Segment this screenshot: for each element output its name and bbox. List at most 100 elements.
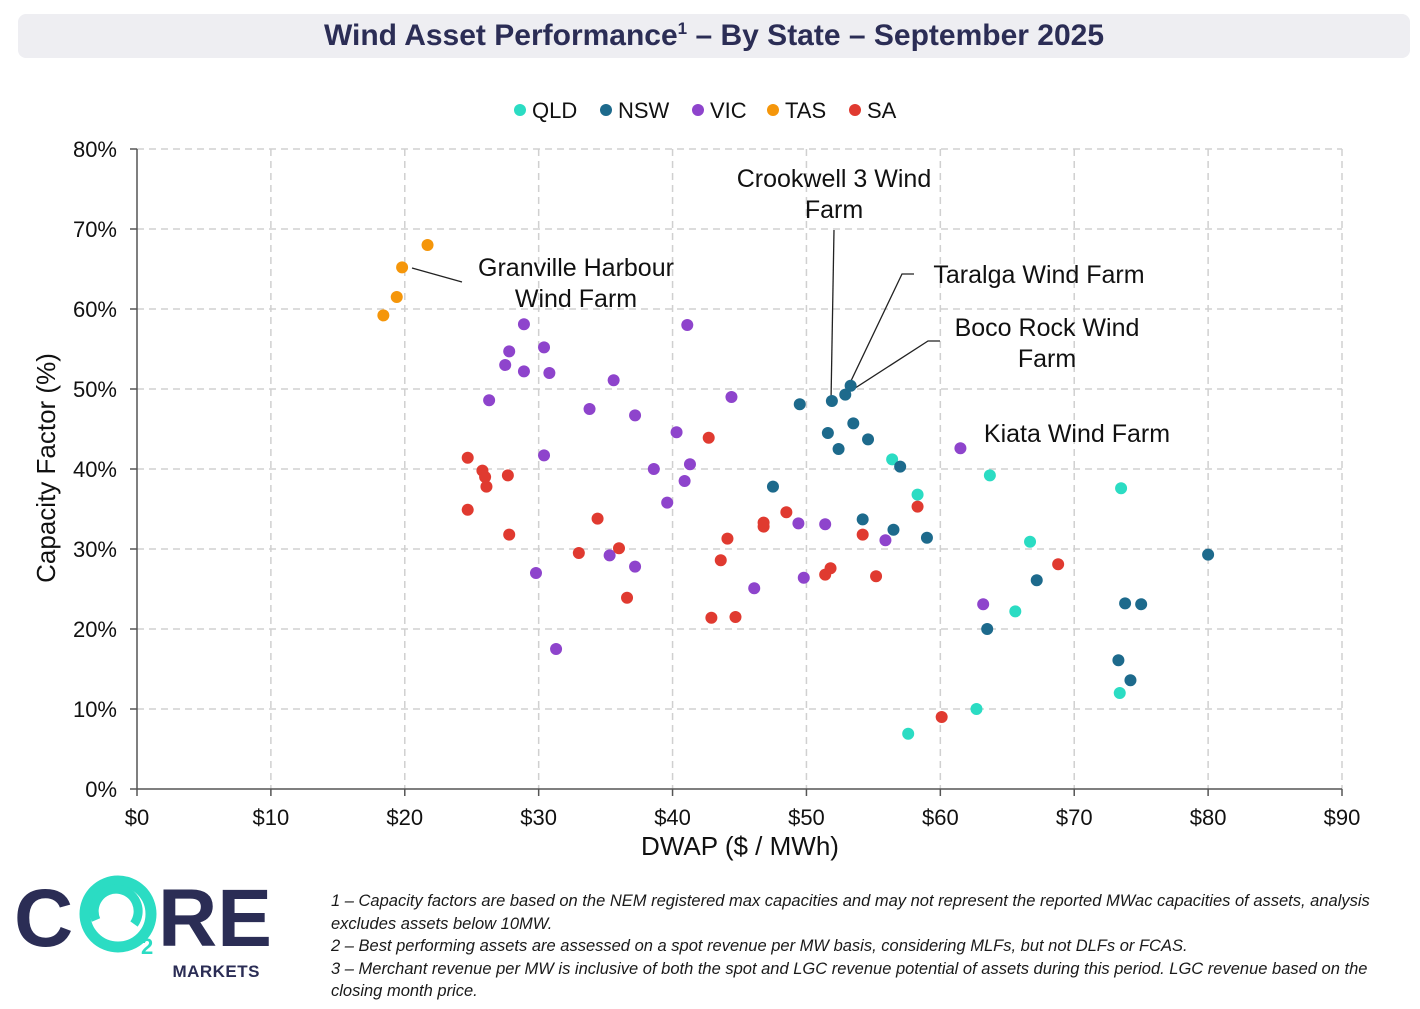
data-point-sa: [572, 547, 585, 559]
x-tick-label: $60: [922, 805, 959, 830]
legend-marker: [600, 104, 612, 116]
x-tick-label: $70: [1056, 805, 1093, 830]
x-tick-label: $80: [1190, 805, 1227, 830]
x-tick-label: $20: [386, 805, 423, 830]
core-markets-logo: C 2 RE MARKETS: [14, 872, 274, 987]
annotation-label: Taralga Wind Farm: [933, 261, 1144, 289]
data-point-tas: [377, 309, 390, 322]
x-tick-labels: $0 $10 $20 $30 $40 $50 $60 $70 $80 $90: [125, 805, 1361, 830]
grid-lines: [137, 148, 1343, 789]
data-point-sa: [705, 611, 718, 624]
data-point-sa: [479, 471, 492, 483]
data-point-nsw: [862, 433, 875, 446]
legend-marker: [767, 104, 779, 116]
annotations: Granville Harbour Wind Farm Crookwell 3 Wi…: [411, 165, 1170, 448]
data-point-vic: [748, 582, 761, 595]
data-point-vic: [503, 345, 516, 358]
y-tick-label: 20%: [73, 617, 117, 642]
data-point-vic: [583, 403, 596, 415]
data-point-nsw: [832, 443, 845, 455]
logo-subscript: 2: [141, 934, 153, 959]
annotation-boco-rock-wind-farm: Boco Rock Wind Farm: [848, 314, 1139, 393]
data-point-vic: [819, 518, 832, 531]
data-point-vic: [517, 365, 530, 378]
data-point-sa: [911, 500, 924, 513]
data-point-sa: [819, 568, 832, 581]
data-point-vic: [661, 496, 674, 509]
legend-label: SA: [867, 98, 897, 123]
data-point-nsw: [1135, 598, 1148, 611]
data-point-nsw: [894, 460, 907, 473]
legend-marker: [849, 104, 861, 116]
axes: [130, 148, 1343, 796]
data-point-tas: [390, 291, 403, 303]
data-point-sa: [721, 532, 734, 545]
legend-label: TAS: [785, 98, 826, 123]
y-tick-label: 60%: [73, 297, 117, 322]
data-point-vic: [483, 394, 496, 407]
data-point-qld: [911, 488, 924, 501]
data-point-vic: [629, 409, 642, 422]
data-point-sa: [935, 711, 948, 723]
legend-item-tas: TAS: [767, 98, 826, 123]
data-point-nsw: [1202, 548, 1215, 561]
legend-item-nsw: NSW: [600, 98, 670, 123]
data-point-nsw: [981, 623, 994, 635]
data-point-sa: [757, 516, 770, 529]
x-tick-label: $10: [253, 805, 290, 830]
annotation-kiata-wind-farm: Kiata Wind Farm: [984, 420, 1170, 448]
data-point-vic: [954, 442, 967, 455]
data-point-sa: [714, 554, 727, 567]
data-point-vic: [543, 367, 556, 379]
chart-title-bar: Wind Asset Performance1 – By State – Sep…: [18, 14, 1410, 58]
data-point-qld: [1113, 687, 1126, 699]
data-point-nsw: [821, 427, 834, 439]
footnote-1: 1 – Capacity factors are based on the NE…: [331, 892, 1370, 933]
legend: QLD NSW VIC TAS SA: [514, 98, 897, 123]
legend-item-qld: QLD: [514, 98, 577, 123]
data-point-sa: [780, 506, 793, 519]
data-point-sa: [870, 570, 883, 583]
annotation-label: Granville Harbour Wind Farm: [478, 254, 674, 313]
annotation-leader-line: [411, 267, 463, 283]
data-point-sa: [856, 528, 869, 541]
scatter-chart: $0 $10 $20 $30 $40 $50 $60 $70 $80 $90 0% 10% 20% 30…: [31, 98, 1361, 861]
data-points: [377, 239, 1215, 740]
data-point-vic: [550, 643, 563, 655]
data-point-qld: [970, 703, 983, 715]
data-point-sa: [480, 480, 493, 493]
data-point-sa: [461, 503, 474, 516]
annotation-leader-line: [849, 273, 914, 384]
data-point-nsw: [1112, 654, 1125, 667]
footnote-3: 3 – Merchant revenue per MW is inclusive…: [331, 959, 1368, 1001]
logo-tagline: MARKETS: [172, 962, 260, 981]
y-tick-labels: 0% 10% 20% 30% 40% 50% 60% 70% 80%: [73, 137, 117, 802]
data-point-nsw: [887, 523, 900, 536]
legend-marker: [514, 104, 526, 116]
data-point-vic: [499, 359, 512, 371]
legend-label: NSW: [618, 98, 670, 123]
data-point-vic: [647, 463, 660, 475]
data-point-sa: [591, 512, 604, 525]
logo-letter-c: C: [14, 873, 73, 964]
data-point-vic: [603, 549, 616, 562]
data-point-nsw: [844, 379, 857, 392]
x-tick-label: $40: [654, 805, 691, 830]
series-tas: [377, 239, 434, 322]
legend-marker: [692, 104, 704, 116]
y-tick-label: 40%: [73, 457, 117, 482]
annotation-leader-line: [830, 229, 835, 402]
y-tick-label: 0%: [85, 777, 117, 802]
data-point-qld: [1009, 605, 1022, 618]
x-tick-label: $50: [788, 805, 825, 830]
y-axis-label: Capacity Factor (%): [31, 353, 61, 583]
data-point-vic: [725, 391, 738, 403]
annotation-label: Crookwell 3 Wind Farm: [737, 165, 932, 224]
y-tick-label: 10%: [73, 697, 117, 722]
x-tick-label: $30: [520, 805, 557, 830]
series-qld: [886, 453, 1128, 740]
data-point-vic: [629, 560, 642, 573]
legend-label: QLD: [532, 98, 577, 123]
data-point-nsw: [1030, 574, 1043, 587]
data-point-vic: [678, 475, 691, 487]
